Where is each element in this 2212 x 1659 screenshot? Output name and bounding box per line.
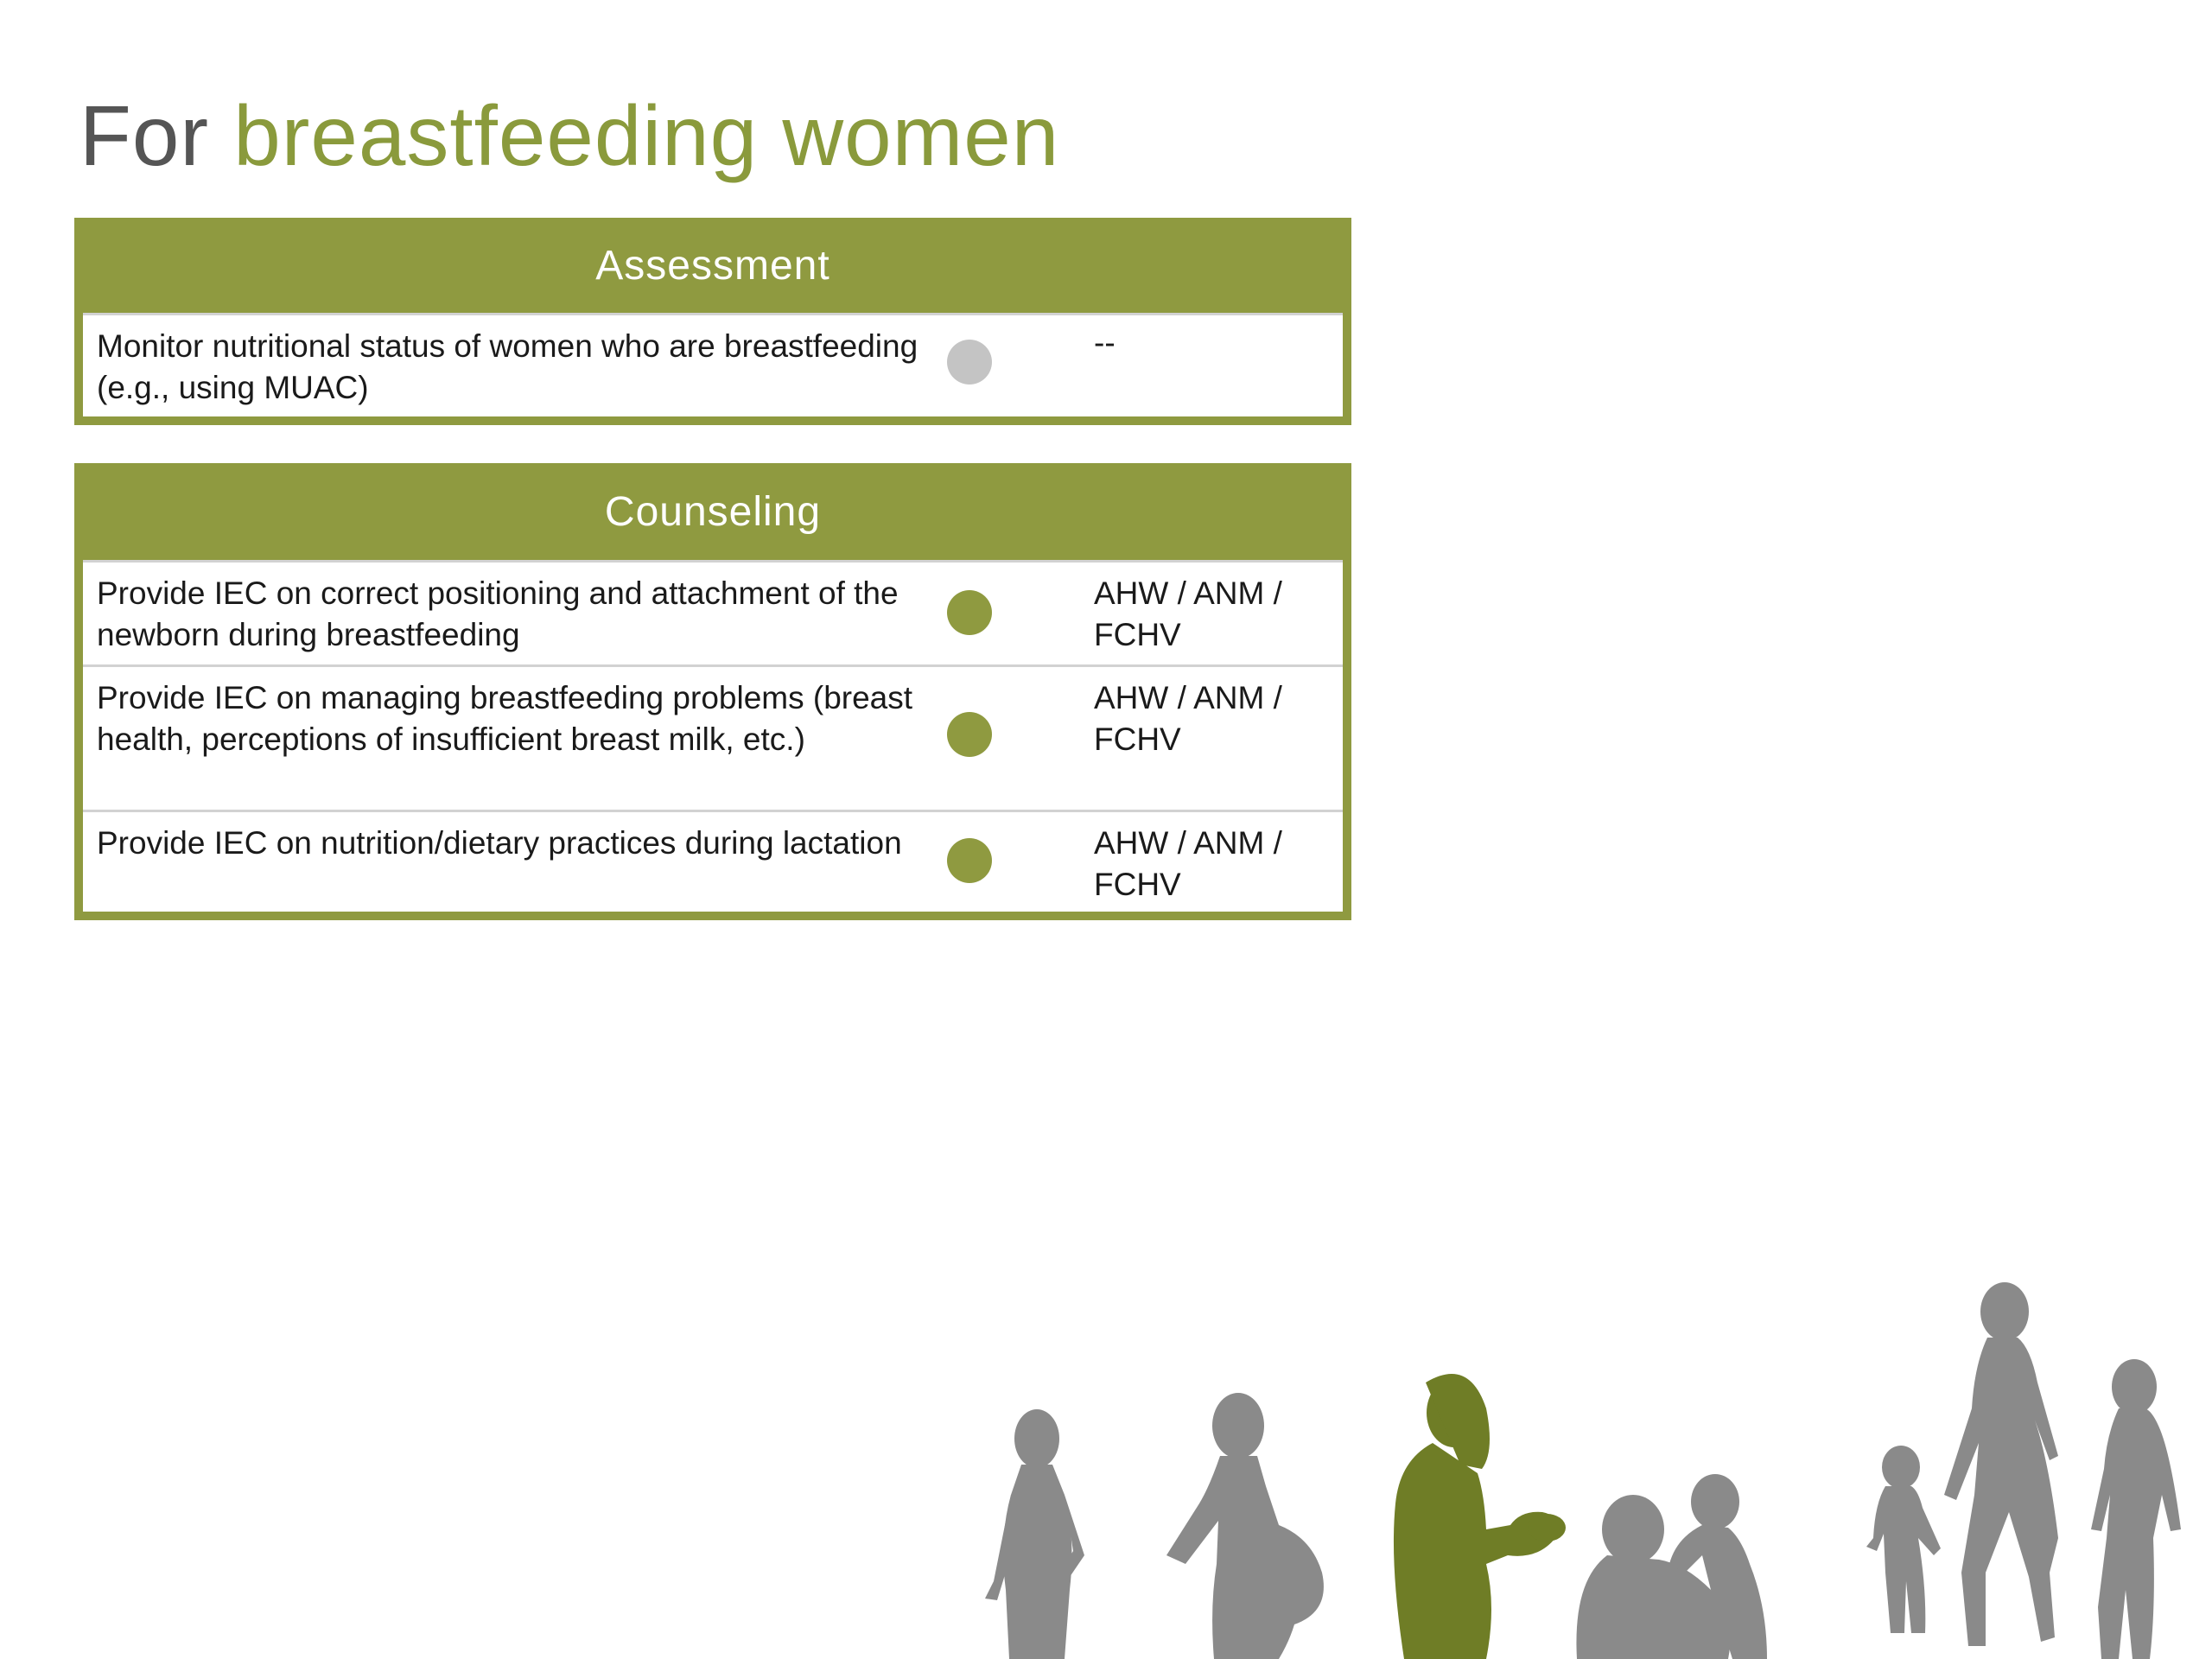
filled-circle-icon [947, 838, 992, 883]
filled-circle-icon [947, 712, 992, 757]
table-row: Provide IEC on nutrition/dietary practic… [83, 810, 1343, 912]
mother-with-toddler-silhouette-icon [1576, 1474, 1767, 1659]
page-title-lead: For [79, 88, 209, 183]
row-description: Monitor nutritional status of women who … [97, 328, 918, 405]
assessment-table: Assessment Monitor nutritional status of… [74, 218, 1351, 425]
adolescent-girl-silhouette-icon [1944, 1282, 2058, 1646]
table-row: Provide IEC on managing breastfeeding pr… [83, 664, 1343, 810]
row-provider: AHW / ANM / FCHV [1094, 680, 1282, 757]
row-provider: AHW / ANM / FCHV [1094, 575, 1282, 652]
page-title-accent: breastfeeding women [233, 88, 1060, 183]
toddler-silhouette-icon [1866, 1446, 1941, 1633]
gray-circle-icon [947, 340, 992, 385]
woman-silhouette-icon [985, 1409, 1084, 1659]
filled-circle-icon [947, 590, 992, 635]
table-row: Monitor nutritional status of women who … [83, 313, 1343, 416]
young-girl-silhouette-icon [2091, 1359, 2181, 1659]
row-provider: -- [1094, 325, 1116, 360]
life-stage-silhouettes-icon [985, 1282, 2181, 1659]
pregnant-woman-silhouette-icon [1166, 1393, 1324, 1659]
table-row: Provide IEC on correct positioning and a… [83, 560, 1343, 664]
row-description: Provide IEC on managing breastfeeding pr… [97, 680, 913, 757]
row-provider: AHW / ANM / FCHV [1094, 825, 1282, 902]
page-title: For breastfeeding women [79, 88, 1060, 183]
row-description: Provide IEC on nutrition/dietary practic… [97, 825, 902, 861]
counseling-table: Counseling Provide IEC on correct positi… [74, 463, 1351, 920]
assessment-header: Assessment [83, 218, 1343, 313]
breastfeeding-mother-silhouette-icon [1393, 1374, 1566, 1659]
counseling-header: Counseling [83, 463, 1343, 560]
row-description: Provide IEC on correct positioning and a… [97, 575, 899, 652]
